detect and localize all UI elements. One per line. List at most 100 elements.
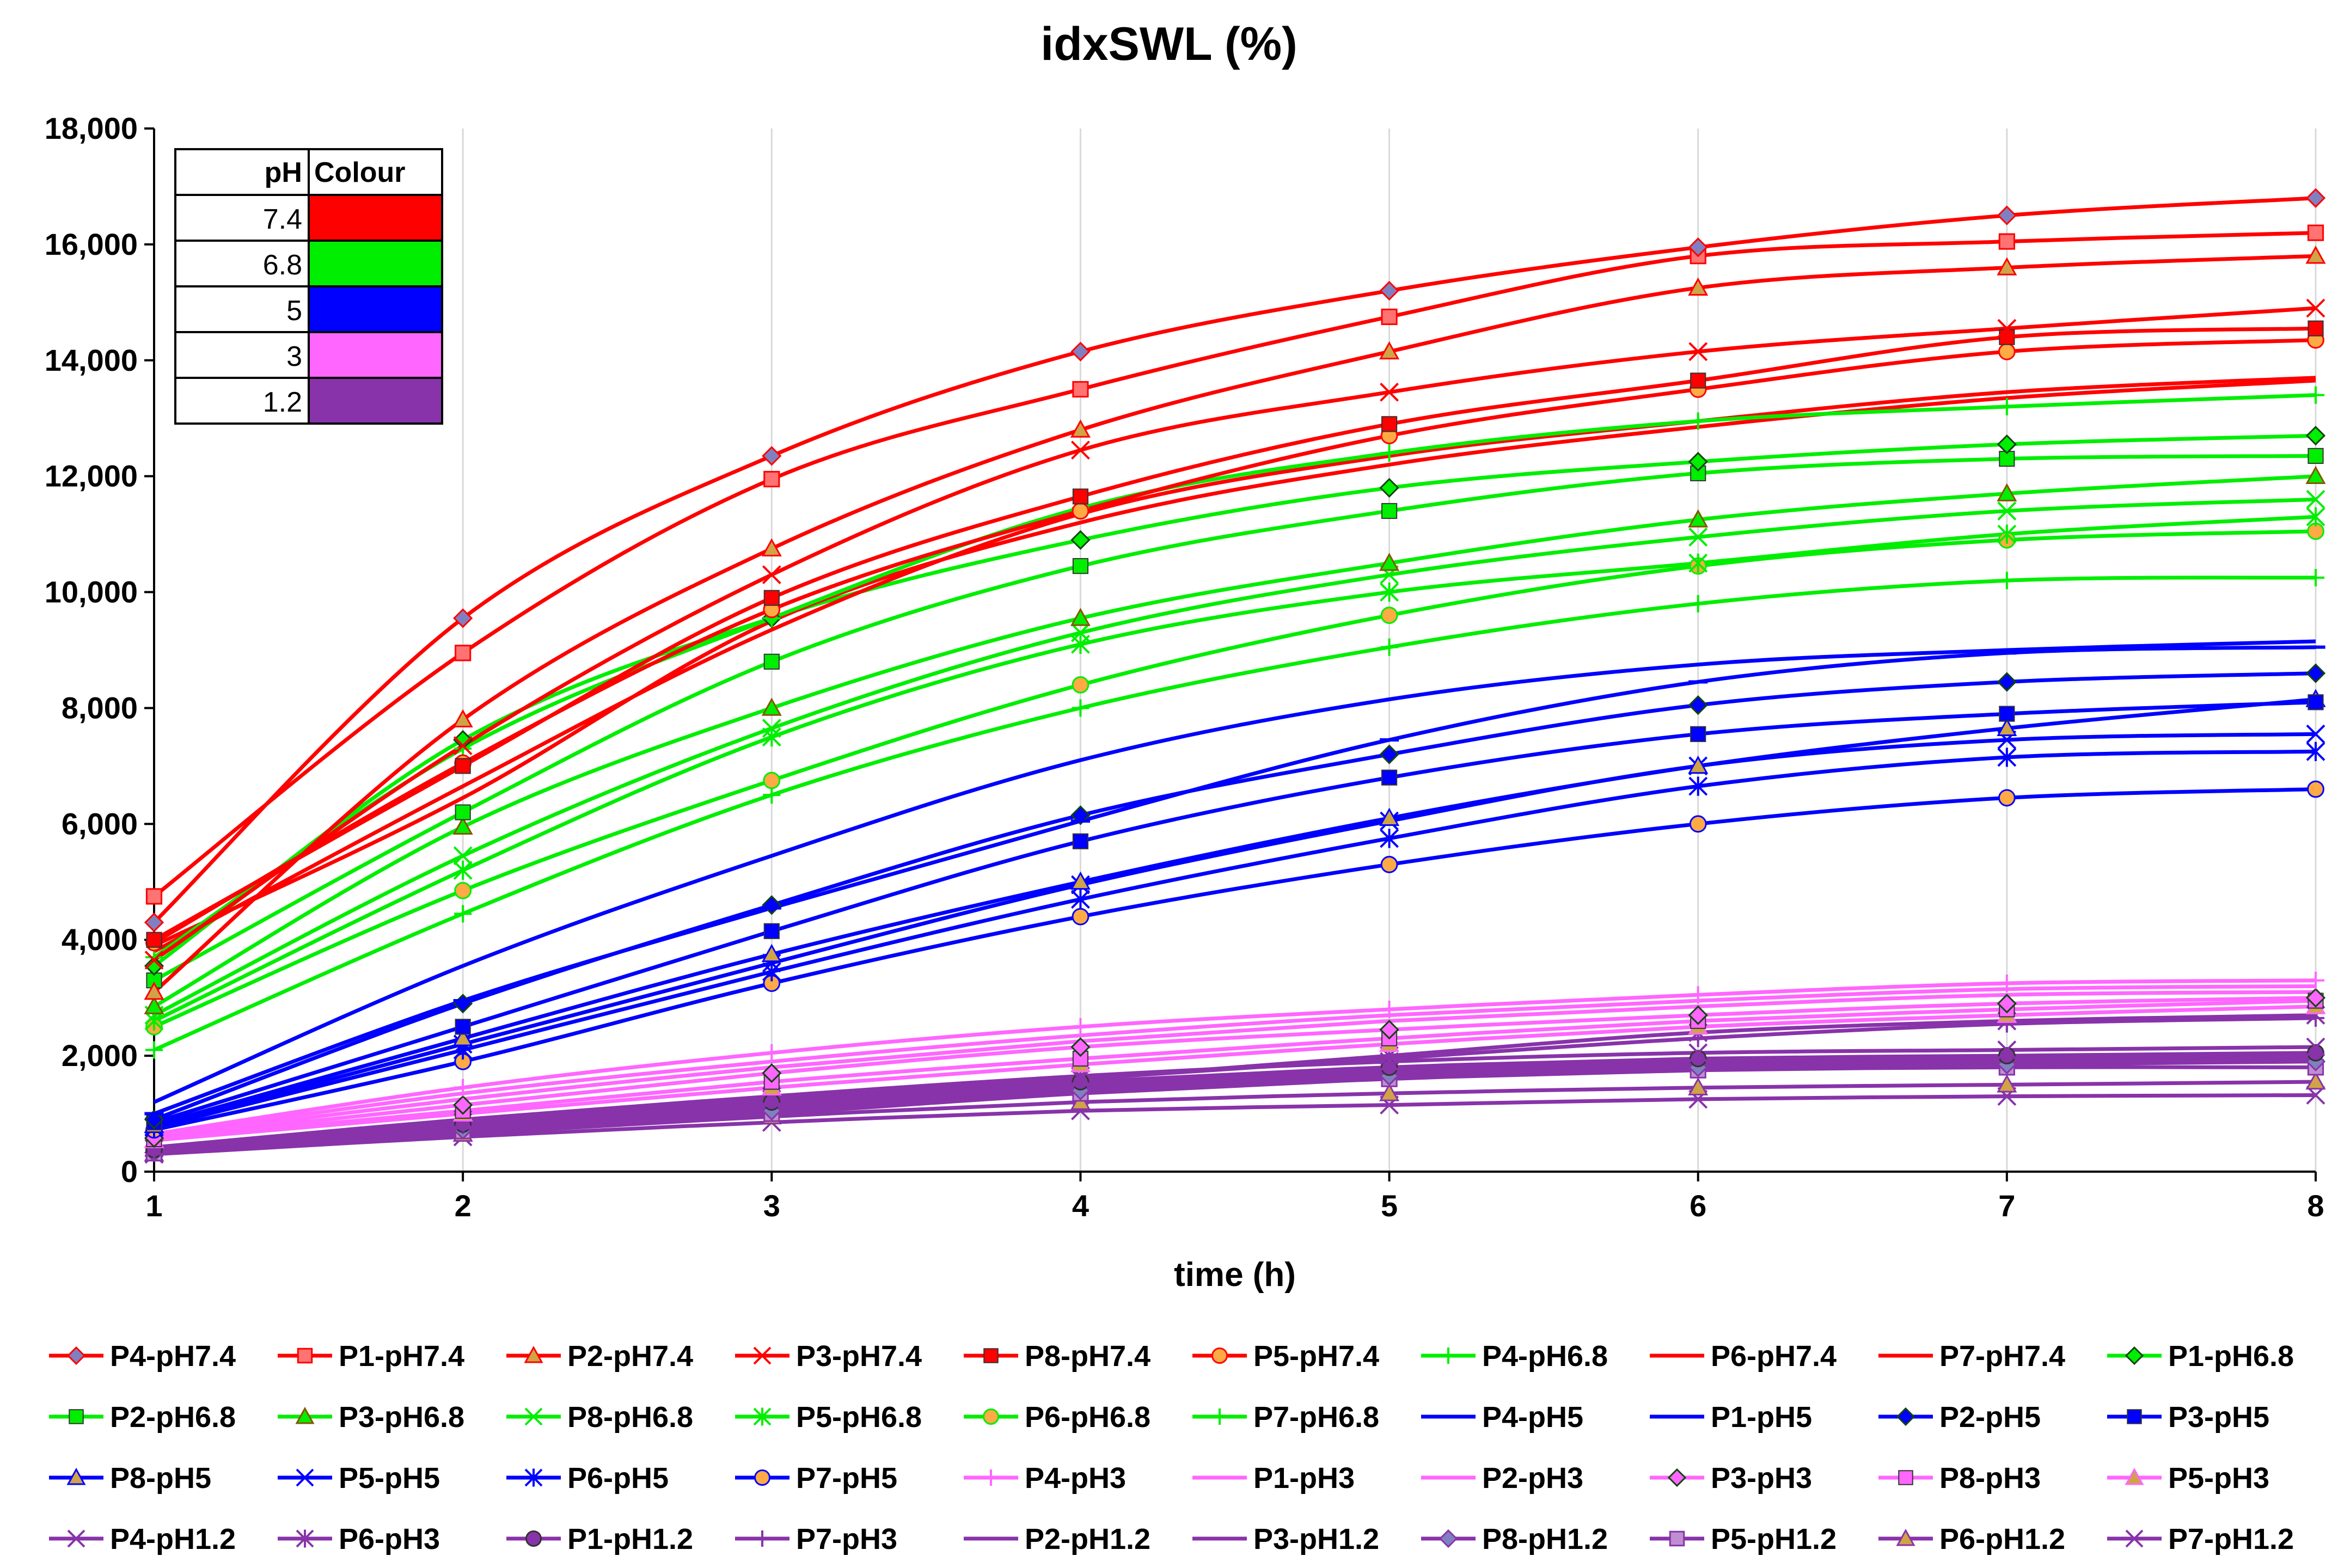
legend-item: P6-pH3: [278, 1523, 440, 1555]
series-line-p6-ph7-4: [153, 376, 2316, 953]
data-point-p7-ph5: [1998, 789, 2016, 807]
data-point-p6-ph6-8: [763, 771, 781, 789]
data-point-p4-ph7-4: [762, 446, 782, 466]
legend-item: P8-pH3: [1878, 1462, 2041, 1494]
legend-swatch-marker: [295, 1406, 315, 1424]
data-point-p8-ph7-4: [1072, 488, 1089, 505]
data-point-p4-ph1-2: [1380, 1052, 1399, 1071]
legend-swatch-marker: [983, 1348, 999, 1363]
colour-key-ph-cell: [174, 194, 310, 242]
data-point-p3-ph5: [763, 923, 780, 939]
data-point-p6-ph1-2: [2305, 1071, 2326, 1090]
x-tick-label: 6: [1690, 1189, 1706, 1223]
data-point-p6-ph5: [762, 962, 781, 982]
data-point-p4-ph7-4: [1379, 280, 1399, 301]
y-tick-label: 8,000: [62, 690, 138, 725]
legend-item: P4-pH1.2: [49, 1523, 236, 1555]
legend-swatch-marker: [983, 1408, 999, 1425]
data-point-p4-ph1-2: [1997, 1040, 2017, 1059]
data-point-p8-ph7-4: [455, 758, 471, 774]
legend-item: P5-pH1.2: [1650, 1523, 1837, 1555]
data-point-p1-ph6-8: [1997, 434, 2017, 455]
legend-item: P7-pH1.2: [2107, 1523, 2294, 1555]
data-point-p1-ph6-8: [1688, 451, 1708, 472]
legend-swatch-marker: [753, 1407, 772, 1426]
legend-label: P1-pH3: [1253, 1462, 1355, 1494]
data-point-p3-ph6-8: [1379, 553, 1400, 571]
legend-item: P3-pH7.4: [735, 1340, 922, 1373]
data-point-p5-ph6-8: [453, 860, 473, 880]
legend-swatch-marker: [66, 1467, 86, 1485]
data-point-p2-ph7-4: [1997, 257, 2017, 275]
series-line-p6-ph6-8: [153, 529, 2316, 1029]
data-point-p2-ph6-8: [1381, 503, 1398, 519]
series-line-p4-ph5: [153, 639, 2316, 1104]
data-point-p7-ph6-8: [1072, 699, 1090, 717]
legend-swatch-marker: [524, 1345, 543, 1363]
legend-label: P1-pH7.4: [339, 1340, 464, 1373]
legend-label: P7-pH1.2: [2168, 1523, 2294, 1555]
data-point-p3-ph7-4: [762, 565, 781, 585]
series-line-p3-ph3: [154, 996, 2316, 1140]
data-point-p3-ph3: [1070, 1037, 1091, 1057]
legend-label: P8-pH7.4: [1025, 1340, 1150, 1373]
series-line-p5-ph7-4: [153, 338, 2316, 945]
legend-item: P7-pH6.8: [1192, 1401, 1379, 1434]
series-line-p4-ph1-2: [154, 1045, 2316, 1149]
data-point-p8-ph6-8: [762, 719, 781, 738]
data-point-p1-ph1-2: [2307, 1044, 2324, 1062]
series-line-p7-ph6-8: [153, 575, 2316, 1052]
data-point-p1-ph7-4: [1381, 308, 1398, 326]
data-point-p2-ph5: [1688, 695, 1708, 715]
data-point-p4-ph3: [454, 1079, 472, 1097]
data-point-p4-ph7-4: [1997, 205, 2017, 225]
data-point-p3-ph7-4: [1380, 382, 1399, 402]
series-line-p5-ph3: [154, 1004, 2316, 1143]
legend-label: P7-pH6.8: [1253, 1401, 1379, 1434]
data-point-p7-ph6-8: [1689, 595, 1707, 612]
series-line-p5-ph6-8: [153, 514, 2316, 1023]
legend-label: P4-pH5: [1482, 1401, 1583, 1434]
series-line-p6-ph5: [154, 749, 2316, 1130]
legend-item: P3-pH6.8: [278, 1401, 464, 1434]
data-point-p8-ph6-8: [1997, 501, 2017, 520]
data-point-p6-ph6-8: [1072, 676, 1090, 694]
data-point-p8-ph5: [452, 1028, 473, 1046]
data-point-p3-ph6-8: [761, 697, 782, 716]
legend-label: P5-pH7.4: [1253, 1340, 1379, 1373]
x-tick-label: 1: [145, 1189, 162, 1223]
x-tick-label: 7: [1998, 1189, 2015, 1223]
data-point-p5-ph6-8: [762, 727, 781, 747]
data-point-p2-ph7-4: [1070, 419, 1091, 438]
legend-item: P1-pH6.8: [2107, 1340, 2294, 1373]
data-point-p7-ph6-8: [145, 1041, 163, 1059]
chart-title: idxSWL (%): [1041, 18, 1297, 70]
data-point-p7-ph5: [1380, 855, 1398, 873]
legend-item: P1-pH3: [1192, 1462, 1355, 1494]
data-point-p2-ph7-4: [1379, 341, 1400, 360]
legend-item: P1-pH1.2: [506, 1523, 693, 1555]
legend-swatch-marker: [67, 1529, 85, 1548]
data-point-p1-ph6-8: [2305, 426, 2326, 446]
data-point-p3-ph6-8: [2305, 465, 2326, 484]
data-point-p4-ph3: [1380, 1000, 1398, 1018]
legend-item: P3-pH5: [2107, 1401, 2269, 1434]
data-point-p8-ph6-8: [1688, 528, 1708, 547]
data-point-p4-ph3: [1998, 975, 2016, 993]
colour-key-ph-label: 7.4: [263, 204, 302, 235]
data-point-p3-ph3: [2305, 988, 2326, 1008]
legend-label: P3-pH1.2: [1253, 1523, 1379, 1555]
y-tick-label: 14,000: [45, 343, 138, 377]
legend-label: P2-pH1.2: [1025, 1523, 1150, 1555]
data-point-p4-ph7-4: [2305, 188, 2326, 208]
legend-swatch-marker: [1440, 1347, 1456, 1364]
data-point-p3-ph7-4: [1997, 318, 2017, 338]
data-point-p4-ph3: [1072, 1018, 1090, 1036]
data-point-p4-ph7-4: [1070, 341, 1091, 362]
legend-label: P5-pH3: [2168, 1462, 2269, 1494]
data-point-p2-ph6-8: [2308, 448, 2324, 464]
colour-key-ph-label: 5: [286, 295, 302, 327]
y-tick-label: 18,000: [45, 111, 138, 145]
data-point-p3-ph6-8: [1070, 608, 1091, 626]
